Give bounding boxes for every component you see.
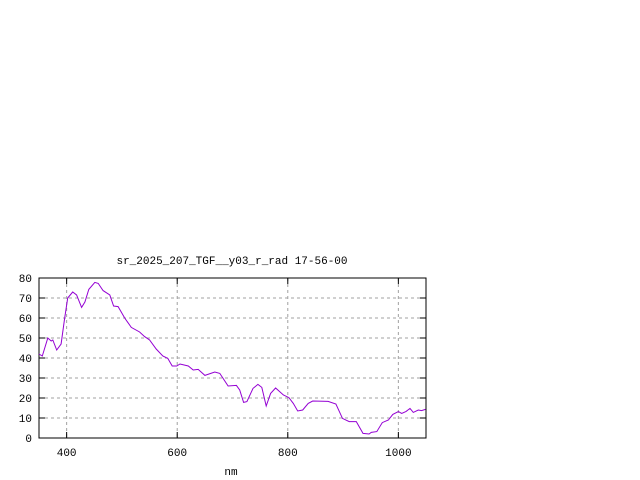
ticks: 0 10 20 30 40 50 60 70 80 400 600 800 1000 [19,274,426,460]
y-tick-label: 30 [19,374,32,386]
y-tick-label: 80 [19,274,32,286]
plot-border [38,277,427,439]
x-tick-label: 400 [57,448,77,460]
x-tick-label: 1000 [385,448,411,460]
x-tick-label: 600 [167,448,187,460]
y-tick-label: 40 [19,354,32,366]
y-tick-label: 50 [19,334,32,346]
y-tick-label: 20 [19,394,32,406]
chart-title: sr_2025_207_TGF__y03_r_rad 17-56-00 [116,256,347,268]
y-tick-label: 60 [19,314,32,326]
y-tick-label: 10 [19,414,32,426]
y-tick-label: 70 [19,294,32,306]
x-tick-label: 800 [278,448,298,460]
series-line [38,281,426,435]
grid [39,278,426,438]
y-tick-label: 0 [25,434,32,446]
x-axis-label: nm [224,467,238,479]
